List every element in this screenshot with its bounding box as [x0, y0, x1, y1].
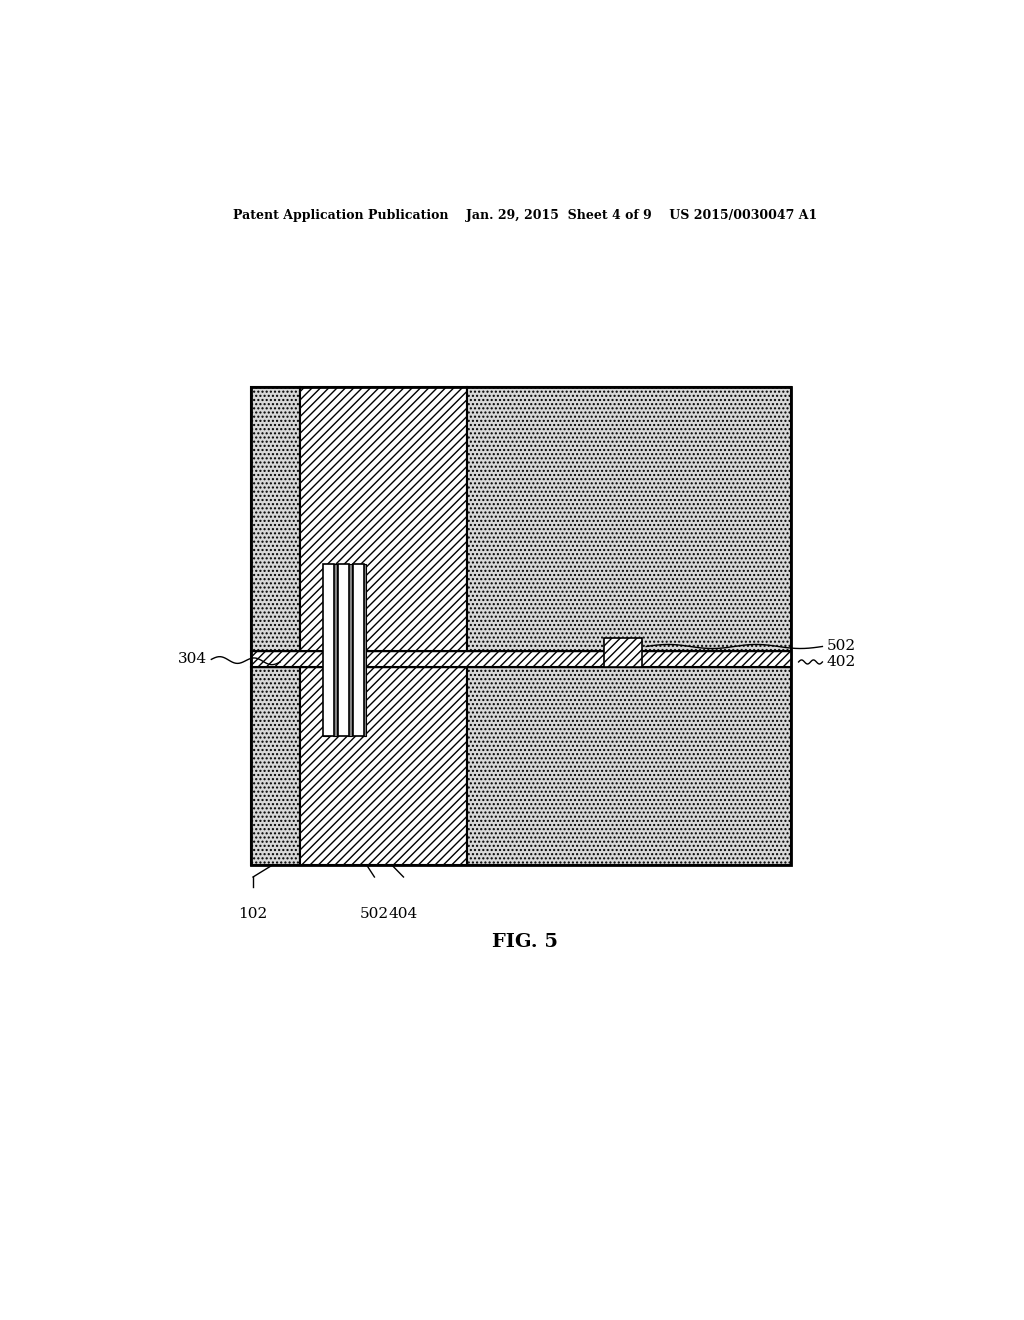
Bar — [604, 638, 642, 667]
Bar — [361, 564, 367, 735]
Bar — [324, 564, 328, 735]
Bar — [251, 651, 791, 667]
Text: Patent Application Publication    Jan. 29, 2015  Sheet 4 of 9    US 2015/0030047: Patent Application Publication Jan. 29, … — [232, 209, 817, 222]
Text: 502: 502 — [826, 639, 855, 653]
Bar — [338, 564, 349, 735]
Text: 402: 402 — [826, 655, 856, 669]
Bar — [251, 387, 791, 865]
Text: 404: 404 — [389, 907, 418, 921]
Bar — [467, 387, 791, 865]
Bar — [347, 564, 352, 735]
Bar — [353, 564, 365, 735]
Bar — [300, 387, 467, 865]
Bar — [324, 564, 335, 735]
Text: 304: 304 — [178, 652, 207, 667]
Bar — [333, 564, 337, 735]
Bar — [251, 387, 300, 865]
Text: 502: 502 — [359, 907, 389, 921]
Text: FIG. 5: FIG. 5 — [492, 933, 558, 950]
Text: 102: 102 — [239, 907, 267, 921]
